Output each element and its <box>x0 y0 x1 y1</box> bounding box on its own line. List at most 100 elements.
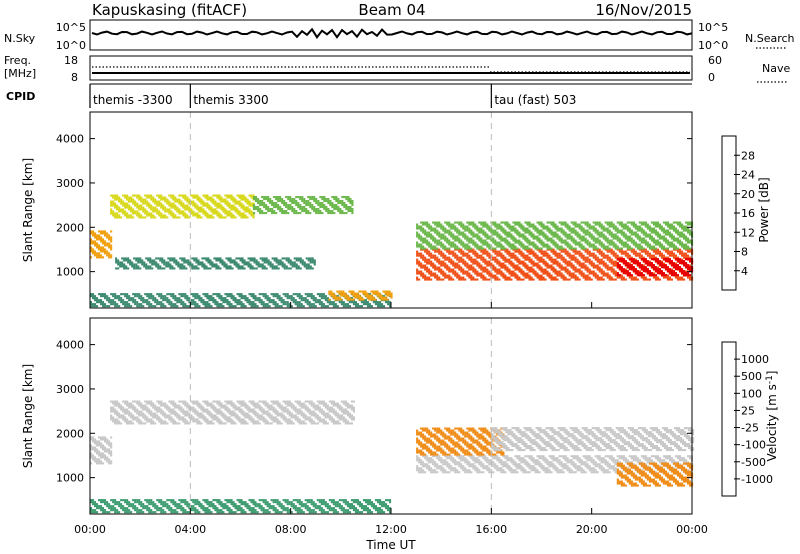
heatmap-cell <box>126 303 129 306</box>
heatmap-cell <box>672 248 675 251</box>
heatmap-cell <box>190 303 193 306</box>
heatmap-cell <box>294 301 297 304</box>
heatmap-cell <box>214 204 217 207</box>
heatmap-cell <box>102 238 105 241</box>
heatmap-cell <box>226 202 229 205</box>
heatmap-cell <box>500 229 503 232</box>
heatmap-cell <box>679 241 682 244</box>
heatmap-cell <box>494 256 497 259</box>
heatmap-cell <box>106 242 109 245</box>
heatmap-cell <box>634 231 637 234</box>
heatmap-cell <box>550 239 553 242</box>
heatmap-cell <box>198 210 201 213</box>
heatmap-cell <box>238 202 241 205</box>
heatmap-cell <box>538 274 541 277</box>
heatmap-cell <box>498 241 501 244</box>
heatmap-cell <box>244 196 247 199</box>
heatmap-cell <box>243 263 246 266</box>
heatmap-cell <box>238 200 241 203</box>
heatmap-cell <box>464 229 467 232</box>
heatmap-cell <box>538 266 541 269</box>
heatmap-cell <box>326 305 329 308</box>
heatmap-cell <box>112 202 115 205</box>
heatmap-cell <box>267 208 270 211</box>
heatmap-cell <box>152 214 155 217</box>
heatmap-cell <box>642 250 645 253</box>
heatmap-cell <box>277 267 280 270</box>
heatmap-cell <box>340 298 343 301</box>
heatmap-cell <box>482 239 485 242</box>
heatmap-cell <box>244 216 247 219</box>
heatmap-cell <box>540 268 543 271</box>
heatmap-cell <box>612 272 615 275</box>
heatmap-cell <box>520 252 523 255</box>
heatmap-cell <box>630 264 633 267</box>
heatmap-cell <box>344 296 347 299</box>
heatmap-cell <box>620 233 623 236</box>
heatmap-cell <box>158 303 161 306</box>
heatmap-cell <box>432 272 435 275</box>
heatmap-cell <box>144 301 147 304</box>
heatmap-cell <box>602 274 605 277</box>
heatmap-cell <box>226 303 229 306</box>
heatmap-cell <box>552 243 555 246</box>
heatmap-cell <box>618 223 621 226</box>
heatmap-cell <box>608 229 611 232</box>
heatmap-cell <box>275 196 278 199</box>
heatmap-cell <box>424 247 427 250</box>
heatmap-cell <box>538 250 541 253</box>
heatmap-cell <box>141 261 144 264</box>
heatmap-cell <box>524 262 527 265</box>
heatmap-cell <box>432 266 435 269</box>
heatmap-cell <box>580 272 583 275</box>
heatmap-cell <box>286 303 289 306</box>
heatmap-cell <box>634 241 637 244</box>
heatmap-cell <box>348 290 351 293</box>
heatmap-cell <box>528 258 531 261</box>
heatmap-cell <box>297 212 300 215</box>
heatmap-cell <box>644 278 647 281</box>
heatmap-cell <box>576 262 579 265</box>
heatmap-cell <box>604 245 607 248</box>
heatmap-cell <box>687 237 690 240</box>
heatmap-cell <box>285 265 288 268</box>
heatmap-cell <box>140 198 143 201</box>
heatmap-cell <box>600 233 603 236</box>
heatmap-cell <box>544 272 547 275</box>
heatmap-cell <box>496 260 499 263</box>
heatmap-cell <box>578 270 581 273</box>
heatmap-cell <box>558 274 561 277</box>
heatmap-cell <box>120 202 123 205</box>
heatmap-cell <box>462 262 465 265</box>
heatmap-cell <box>291 265 294 268</box>
heatmap-cell <box>586 231 589 234</box>
heatmap-cell <box>118 200 121 203</box>
heatmap-cell <box>162 208 165 211</box>
heatmap-cell <box>570 231 573 234</box>
heatmap-cell <box>594 227 597 230</box>
heatmap-cell <box>117 267 120 270</box>
heatmap-cell <box>634 258 637 261</box>
heatmap-cell <box>588 245 591 248</box>
heatmap-cell <box>224 299 227 302</box>
heatmap-cell <box>92 305 95 308</box>
heatmap-cell <box>582 245 585 248</box>
heatmap-cell <box>470 276 473 279</box>
heatmap-cell <box>313 198 316 201</box>
heatmap-cell <box>522 225 525 228</box>
heatmap-cell <box>232 208 235 211</box>
heatmap-cell <box>514 247 517 250</box>
heatmap-cell <box>117 261 120 264</box>
heatmap-cell <box>268 305 271 308</box>
heatmap-cell <box>322 305 325 308</box>
heatmap-cell <box>92 242 95 245</box>
heatmap-cell <box>240 303 243 306</box>
heatmap-cell <box>265 204 268 207</box>
heatmap-cell <box>474 254 477 257</box>
heatmap-cell <box>628 235 631 238</box>
heatmap-cell <box>206 212 209 215</box>
heatmap-cell <box>536 239 539 242</box>
heatmap-cell <box>180 301 183 304</box>
heatmap-cell <box>646 245 649 248</box>
heatmap-cell <box>516 268 519 271</box>
